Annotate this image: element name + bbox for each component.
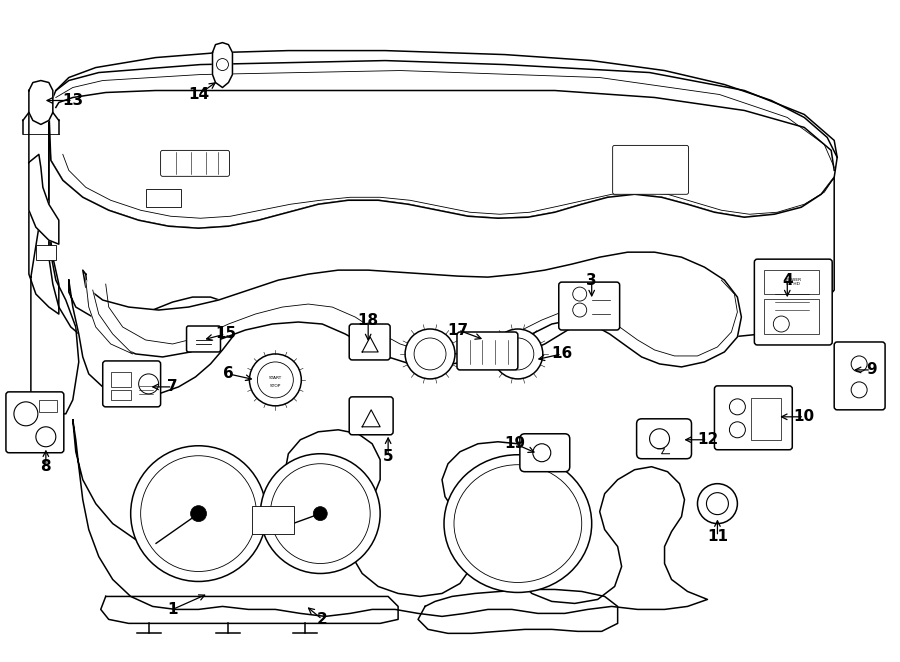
FancyBboxPatch shape [559, 282, 619, 330]
Polygon shape [68, 280, 238, 397]
Circle shape [698, 484, 737, 524]
Circle shape [130, 446, 266, 581]
Polygon shape [86, 280, 132, 354]
Text: STOP: STOP [270, 384, 281, 388]
Polygon shape [362, 410, 380, 427]
Bar [111, 372, 130, 387]
Text: 9: 9 [866, 362, 877, 377]
FancyBboxPatch shape [834, 342, 885, 410]
FancyBboxPatch shape [186, 326, 220, 352]
FancyBboxPatch shape [613, 146, 688, 194]
Text: 14: 14 [188, 87, 209, 102]
Text: 11: 11 [706, 529, 728, 544]
Ellipse shape [444, 455, 591, 592]
Bar [111, 390, 130, 400]
FancyBboxPatch shape [160, 150, 230, 176]
Text: 2: 2 [317, 612, 328, 627]
Text: 18: 18 [357, 312, 379, 328]
Circle shape [260, 453, 380, 573]
Polygon shape [418, 589, 617, 634]
Bar [252, 506, 294, 534]
Text: 6: 6 [223, 366, 234, 381]
Text: 12: 12 [697, 432, 718, 448]
Text: POWER
CR HD: POWER CR HD [785, 278, 801, 287]
FancyBboxPatch shape [636, 419, 691, 459]
Text: START: START [269, 376, 282, 380]
FancyBboxPatch shape [457, 332, 518, 370]
Circle shape [249, 354, 302, 406]
Text: 17: 17 [447, 322, 469, 338]
Polygon shape [101, 596, 398, 624]
FancyBboxPatch shape [754, 259, 832, 345]
Bar [764, 270, 819, 294]
Circle shape [493, 329, 543, 379]
Circle shape [405, 329, 455, 379]
Bar [764, 299, 819, 334]
Text: 13: 13 [62, 93, 84, 108]
Polygon shape [29, 154, 58, 244]
Polygon shape [73, 420, 707, 616]
Bar [752, 398, 781, 440]
Polygon shape [49, 50, 837, 228]
FancyBboxPatch shape [349, 324, 390, 360]
Text: 4: 4 [782, 273, 793, 287]
Polygon shape [212, 42, 232, 87]
Polygon shape [49, 107, 834, 362]
Text: 1: 1 [167, 602, 178, 617]
Bar [39, 400, 57, 412]
FancyBboxPatch shape [103, 361, 160, 407]
Text: 8: 8 [40, 459, 51, 474]
Text: 19: 19 [504, 436, 526, 451]
Circle shape [191, 506, 206, 522]
Polygon shape [31, 227, 79, 414]
Polygon shape [362, 337, 378, 352]
Text: 7: 7 [167, 379, 178, 395]
Polygon shape [29, 105, 58, 314]
Circle shape [313, 506, 328, 520]
Bar [36, 245, 56, 260]
Text: 5: 5 [382, 449, 393, 464]
FancyBboxPatch shape [349, 397, 393, 435]
Text: 15: 15 [215, 326, 236, 342]
Bar [146, 189, 181, 207]
Text: 16: 16 [551, 346, 572, 361]
Circle shape [706, 493, 728, 514]
Text: 3: 3 [587, 273, 597, 287]
Polygon shape [83, 252, 742, 367]
FancyBboxPatch shape [520, 434, 570, 472]
FancyBboxPatch shape [715, 386, 792, 449]
FancyBboxPatch shape [6, 392, 64, 453]
Text: 10: 10 [794, 409, 814, 424]
Polygon shape [29, 81, 53, 124]
